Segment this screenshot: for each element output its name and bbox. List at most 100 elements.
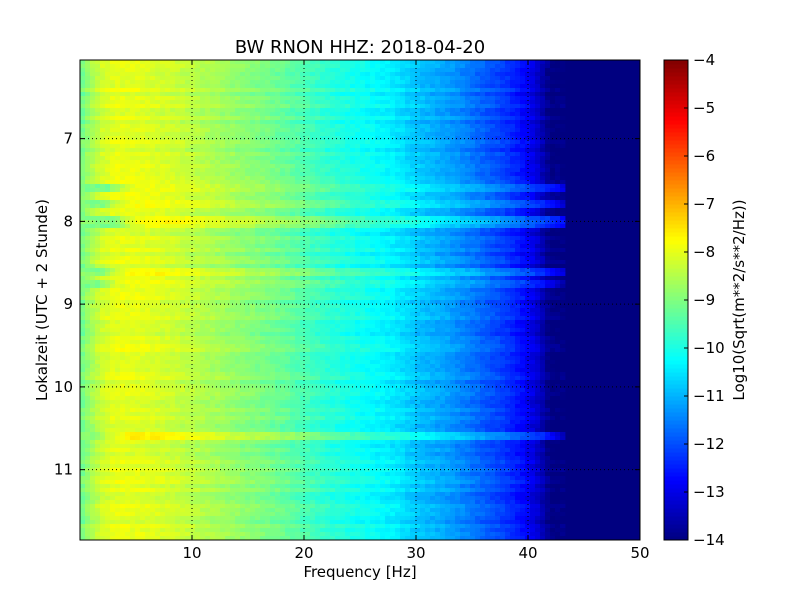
heatmap-cell <box>475 212 481 217</box>
heatmap-cell <box>145 264 151 269</box>
heatmap-cell <box>560 148 566 153</box>
heatmap-cell <box>460 124 466 129</box>
heatmap-cell <box>370 184 376 189</box>
heatmap-cell <box>475 236 481 241</box>
heatmap-cell <box>290 88 296 93</box>
heatmap-cell <box>540 248 546 253</box>
heatmap-cell <box>155 76 161 81</box>
heatmap-cell <box>145 228 151 233</box>
heatmap-cell <box>370 156 376 161</box>
heatmap-cell <box>380 140 386 145</box>
heatmap-cell <box>205 84 211 89</box>
heatmap-cell <box>505 136 511 141</box>
heatmap-cell <box>465 68 471 73</box>
heatmap-cell <box>115 84 121 89</box>
heatmap-cell <box>560 208 566 213</box>
heatmap-cell <box>115 108 121 113</box>
heatmap-cell <box>215 244 221 249</box>
heatmap-cell <box>390 180 396 185</box>
heatmap-cell <box>190 96 196 101</box>
heatmap-cell <box>160 204 166 209</box>
heatmap-cell <box>135 64 141 69</box>
heatmap-cell <box>555 80 561 85</box>
heatmap-cell <box>220 152 226 157</box>
heatmap-cell <box>250 68 256 73</box>
heatmap-cell <box>195 196 201 201</box>
heatmap-cell <box>325 160 331 165</box>
heatmap-cell <box>335 84 341 89</box>
heatmap-cell <box>300 140 306 145</box>
heatmap-cell <box>135 260 141 265</box>
heatmap-cell <box>540 116 546 121</box>
heatmap-cell <box>460 116 466 121</box>
heatmap-cell <box>225 84 231 89</box>
heatmap-cell <box>490 228 496 233</box>
heatmap-cell <box>460 148 466 153</box>
heatmap-cell <box>330 252 336 257</box>
heatmap-cell <box>150 236 156 241</box>
heatmap-cell <box>490 256 496 261</box>
heatmap-cell <box>480 184 486 189</box>
heatmap-cell <box>345 160 351 165</box>
heatmap-cell <box>100 88 106 93</box>
heatmap-cell <box>200 204 206 209</box>
heatmap-cell <box>540 128 546 133</box>
heatmap-cell <box>470 236 476 241</box>
heatmap-cell <box>315 252 321 257</box>
heatmap-cell <box>140 120 146 125</box>
heatmap-cell <box>490 248 496 253</box>
heatmap-cell <box>305 212 311 217</box>
heatmap-cell <box>460 196 466 201</box>
heatmap-cell <box>235 180 241 185</box>
heatmap-cell <box>170 160 176 165</box>
heatmap-cell <box>145 168 151 173</box>
heatmap-cell <box>535 156 541 161</box>
heatmap-cell <box>80 168 86 173</box>
heatmap-cell <box>400 92 406 97</box>
heatmap-cell <box>270 212 276 217</box>
heatmap-cell <box>235 132 241 137</box>
heatmap-cell <box>490 232 496 237</box>
heatmap-cell <box>455 180 461 185</box>
heatmap-cell <box>250 160 256 165</box>
heatmap-cell <box>330 68 336 73</box>
heatmap-cell <box>535 228 541 233</box>
heatmap-cell <box>195 120 201 125</box>
heatmap-cell <box>350 244 356 249</box>
heatmap-cell <box>265 264 271 269</box>
heatmap-cell <box>285 92 291 97</box>
heatmap-cell <box>485 84 491 89</box>
heatmap-cell <box>220 72 226 77</box>
heatmap-cell <box>230 112 236 117</box>
heatmap-cell <box>440 100 446 105</box>
heatmap-cell <box>340 112 346 117</box>
heatmap-cell <box>305 64 311 69</box>
heatmap-cell <box>100 68 106 73</box>
heatmap-cell <box>155 264 161 269</box>
heatmap-cell <box>335 180 341 185</box>
heatmap-cell <box>105 84 111 89</box>
heatmap-cell <box>315 256 321 261</box>
heatmap-cell <box>310 264 316 269</box>
heatmap-cell <box>515 216 521 221</box>
heatmap-cell <box>405 192 411 197</box>
heatmap-cell <box>335 152 341 157</box>
heatmap-cell <box>405 124 411 129</box>
heatmap-cell <box>220 128 226 133</box>
heatmap-cell <box>365 60 371 65</box>
heatmap-cell <box>410 84 416 89</box>
heatmap-cell <box>285 112 291 117</box>
heatmap-cell <box>400 180 406 185</box>
heatmap-cell <box>195 132 201 137</box>
heatmap-cell <box>545 228 551 233</box>
heatmap-cell <box>420 172 426 177</box>
heatmap-cell <box>80 148 86 153</box>
heatmap-cell <box>545 220 551 225</box>
heatmap-cell <box>430 172 436 177</box>
heatmap-cell <box>115 104 121 109</box>
heatmap-cell <box>425 140 431 145</box>
heatmap-cell <box>225 120 231 125</box>
heatmap-cell <box>225 148 231 153</box>
heatmap-cell <box>280 92 286 97</box>
heatmap-cell <box>370 124 376 129</box>
